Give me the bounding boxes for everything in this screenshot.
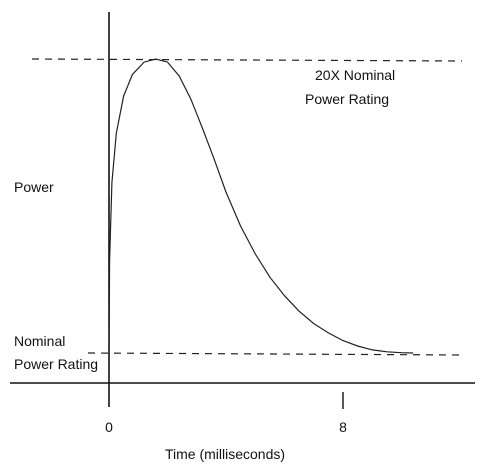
x-tick-label-8: 8 — [339, 419, 347, 435]
x-axis-label: Time (milliseconds) — [165, 446, 285, 462]
upper-ref-label-line-1: 20X Nominal — [315, 67, 395, 83]
lower-ref-label-line-2: Power Rating — [14, 356, 98, 372]
lower-ref-label-line-1: Nominal — [14, 333, 65, 349]
y-axis-label: Power — [14, 179, 54, 195]
reference-line-20x-nominal — [31, 58, 463, 62]
reference-line-nominal — [87, 352, 463, 356]
x-tick-label-0: 0 — [105, 419, 113, 435]
power-curve — [108, 58, 414, 354]
upper-ref-label-line-2: Power Rating — [305, 91, 389, 107]
